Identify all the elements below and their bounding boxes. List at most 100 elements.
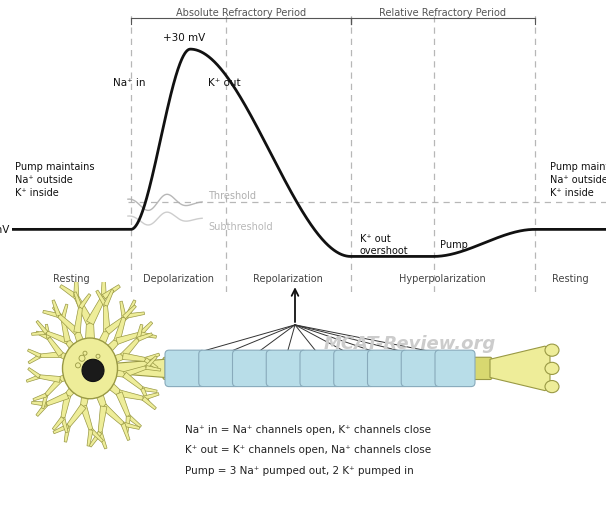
Polygon shape [89, 431, 102, 447]
FancyBboxPatch shape [435, 350, 475, 387]
Text: +30 mV: +30 mV [163, 33, 205, 43]
Ellipse shape [62, 338, 118, 399]
Polygon shape [36, 331, 49, 340]
Polygon shape [146, 366, 161, 371]
Polygon shape [124, 366, 147, 378]
Text: Depolarization: Depolarization [143, 274, 214, 284]
Polygon shape [27, 349, 41, 358]
Polygon shape [45, 331, 68, 344]
Polygon shape [79, 294, 91, 309]
Polygon shape [45, 325, 50, 338]
Polygon shape [53, 424, 69, 434]
Polygon shape [102, 285, 121, 299]
Polygon shape [490, 346, 550, 391]
Polygon shape [121, 338, 139, 359]
Polygon shape [126, 300, 136, 317]
FancyBboxPatch shape [401, 350, 441, 387]
Polygon shape [87, 365, 121, 395]
Ellipse shape [545, 363, 559, 375]
Circle shape [82, 360, 104, 382]
Polygon shape [74, 278, 79, 297]
Polygon shape [96, 290, 107, 307]
Text: Repolarization: Repolarization [253, 274, 323, 284]
FancyBboxPatch shape [300, 350, 340, 387]
Polygon shape [127, 415, 141, 428]
Polygon shape [81, 406, 93, 431]
Polygon shape [52, 307, 64, 320]
Text: Pump maintains
Na⁺ outside
K⁺ inside: Pump maintains Na⁺ outside K⁺ inside [15, 162, 95, 198]
Polygon shape [85, 331, 110, 371]
Polygon shape [81, 368, 95, 407]
Polygon shape [139, 322, 153, 336]
Polygon shape [125, 416, 130, 433]
Polygon shape [61, 319, 70, 342]
Text: K⁺ out
overshoot: K⁺ out overshoot [359, 233, 408, 256]
Polygon shape [39, 375, 61, 383]
Polygon shape [136, 325, 143, 340]
Polygon shape [61, 395, 71, 419]
Polygon shape [89, 364, 125, 377]
Polygon shape [52, 300, 61, 317]
Polygon shape [42, 395, 48, 409]
Text: K⁺ out = K⁺ channels open, Na⁺ channels close: K⁺ out = K⁺ channels open, Na⁺ channels … [185, 444, 431, 454]
Polygon shape [32, 331, 47, 336]
Polygon shape [121, 424, 130, 441]
Ellipse shape [545, 381, 559, 393]
Polygon shape [90, 429, 104, 442]
Polygon shape [74, 296, 93, 325]
Text: Hyperpolarization: Hyperpolarization [399, 274, 486, 284]
Text: K⁺ out: K⁺ out [208, 77, 241, 87]
FancyBboxPatch shape [334, 350, 374, 387]
FancyBboxPatch shape [199, 350, 239, 387]
Polygon shape [115, 360, 165, 378]
Polygon shape [140, 332, 156, 338]
Polygon shape [45, 393, 68, 406]
Polygon shape [141, 388, 150, 403]
Polygon shape [43, 311, 59, 318]
Text: −70 mV: −70 mV [0, 225, 9, 235]
Polygon shape [87, 430, 93, 446]
Polygon shape [122, 354, 145, 362]
FancyBboxPatch shape [233, 350, 273, 387]
Polygon shape [98, 432, 107, 449]
Polygon shape [47, 337, 64, 357]
FancyBboxPatch shape [163, 358, 492, 380]
Polygon shape [120, 301, 126, 318]
Polygon shape [65, 340, 93, 372]
Polygon shape [26, 375, 40, 382]
Polygon shape [28, 368, 41, 378]
Polygon shape [84, 323, 96, 369]
Text: Pump = 3 Na⁺ pumped out, 2 K⁺ pumped in: Pump = 3 Na⁺ pumped out, 2 K⁺ pumped in [185, 465, 414, 475]
Polygon shape [114, 317, 126, 342]
Polygon shape [122, 373, 144, 390]
Text: Relative Refractory Period: Relative Refractory Period [379, 8, 506, 18]
Polygon shape [28, 355, 41, 364]
Polygon shape [65, 366, 94, 397]
Polygon shape [142, 393, 159, 400]
Polygon shape [87, 339, 119, 372]
Text: Resting: Resting [53, 274, 90, 284]
Polygon shape [64, 426, 70, 442]
Text: Pump: Pump [440, 239, 468, 249]
Polygon shape [67, 405, 86, 427]
Polygon shape [105, 315, 129, 335]
Polygon shape [98, 406, 107, 433]
Polygon shape [104, 290, 114, 307]
Polygon shape [102, 404, 124, 426]
Text: Threshold: Threshold [208, 190, 256, 200]
Polygon shape [60, 352, 92, 373]
Ellipse shape [545, 344, 559, 357]
Polygon shape [74, 332, 95, 370]
Polygon shape [145, 354, 160, 362]
Polygon shape [144, 358, 158, 370]
Polygon shape [118, 390, 144, 400]
Text: Subthreshold: Subthreshold [208, 222, 273, 232]
Polygon shape [74, 292, 82, 309]
Polygon shape [32, 401, 47, 407]
Polygon shape [74, 308, 82, 333]
Text: Na⁺ in = Na⁺ channels open, K⁺ channels close: Na⁺ in = Na⁺ channels open, K⁺ channels … [185, 424, 431, 434]
Polygon shape [116, 392, 130, 417]
Polygon shape [104, 306, 110, 332]
Polygon shape [138, 333, 153, 341]
Text: MCAT-Review.org: MCAT-Review.org [324, 334, 496, 352]
